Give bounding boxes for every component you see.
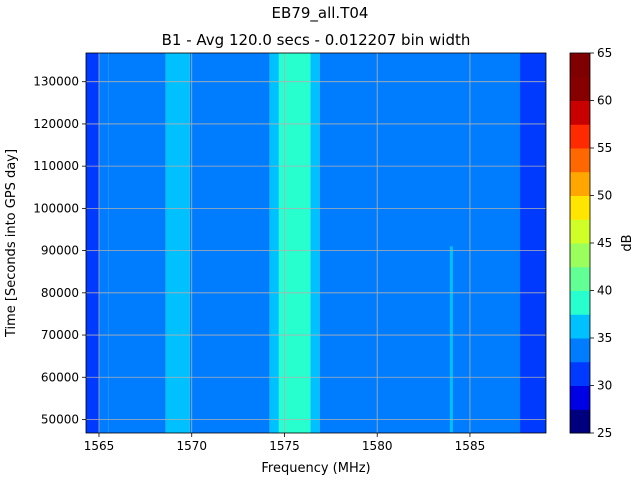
chart-subtitle: B1 - Avg 120.0 secs - 0.012207 bin width <box>162 31 471 49</box>
y-tick-label: 120000 <box>33 117 79 131</box>
colorbar-swatch <box>570 409 590 434</box>
colorbar-swatch <box>570 100 590 125</box>
x-tick-label: 1580 <box>362 439 393 453</box>
y-tick-label: 110000 <box>33 159 79 173</box>
heatmap-band <box>165 53 190 433</box>
heatmap-band <box>86 53 99 433</box>
colorbar-tick-label: 30 <box>597 379 612 393</box>
colorbar-swatch <box>570 148 590 173</box>
colorbar: 25 30 35 40 45 50 55 60 65 <box>569 46 612 440</box>
colorbar-tick-label: 50 <box>597 189 612 203</box>
heatmap-spur <box>449 246 453 433</box>
colorbar-swatch <box>570 361 590 386</box>
colorbar-swatch <box>570 76 590 101</box>
y-tick-label: 60000 <box>41 370 79 384</box>
y-tick-label: 100000 <box>33 201 79 215</box>
colorbar-swatch <box>570 290 590 315</box>
chart-title: EB79_all.T04 <box>272 4 369 23</box>
heatmap-band <box>520 53 546 433</box>
colorbar-swatch <box>570 195 590 220</box>
x-tick-label: 1575 <box>269 439 300 453</box>
x-tick-label: 1570 <box>176 439 207 453</box>
x-axis: 1565 1570 1575 1580 1585 <box>84 433 486 453</box>
colorbar-swatch <box>570 124 590 149</box>
heatmap-band <box>98 53 109 433</box>
colorbar-tick-label: 25 <box>597 426 612 440</box>
heatmap-band <box>278 53 311 433</box>
x-axis-label: Frequency (MHz) <box>261 461 370 476</box>
colorbar-swatch <box>570 243 590 268</box>
y-tick-label: 90000 <box>41 244 79 258</box>
heatmap-band <box>108 53 166 433</box>
colorbar-tick-label: 65 <box>597 46 612 60</box>
colorbar-swatch <box>570 266 590 291</box>
colorbar-swatch <box>570 171 590 196</box>
heatmap-band <box>269 53 279 433</box>
y-tick-label: 80000 <box>41 286 79 300</box>
y-axis-label: Time [Seconds into GPS day] <box>4 149 19 338</box>
colorbar-tick-label: 40 <box>597 284 612 298</box>
colorbar-tick-label: 60 <box>597 94 612 108</box>
heatmap-band <box>310 53 320 433</box>
x-tick-label: 1565 <box>84 439 115 453</box>
colorbar-swatch <box>570 338 590 363</box>
colorbar-swatch <box>570 53 590 78</box>
colorbar-label: dB <box>620 234 635 251</box>
y-axis: 50000 60000 70000 80000 90000 100000 110000 120… <box>33 75 86 426</box>
plot-frame <box>85 52 547 434</box>
y-tick-label: 130000 <box>33 75 79 89</box>
colorbar-tick-label: 35 <box>597 331 612 345</box>
y-tick-label: 50000 <box>41 412 79 426</box>
colorbar-swatch <box>570 314 590 339</box>
colorbar-swatch <box>570 385 590 410</box>
colorbar-tick-label: 55 <box>597 141 612 155</box>
colorbar-tick-label: 45 <box>597 236 612 250</box>
heatmap-band <box>319 53 521 433</box>
heatmap-band <box>189 53 270 433</box>
x-tick-label: 1585 <box>455 439 486 453</box>
y-tick-label: 70000 <box>41 328 79 342</box>
colorbar-swatch <box>570 219 590 244</box>
plot-area <box>85 52 547 434</box>
